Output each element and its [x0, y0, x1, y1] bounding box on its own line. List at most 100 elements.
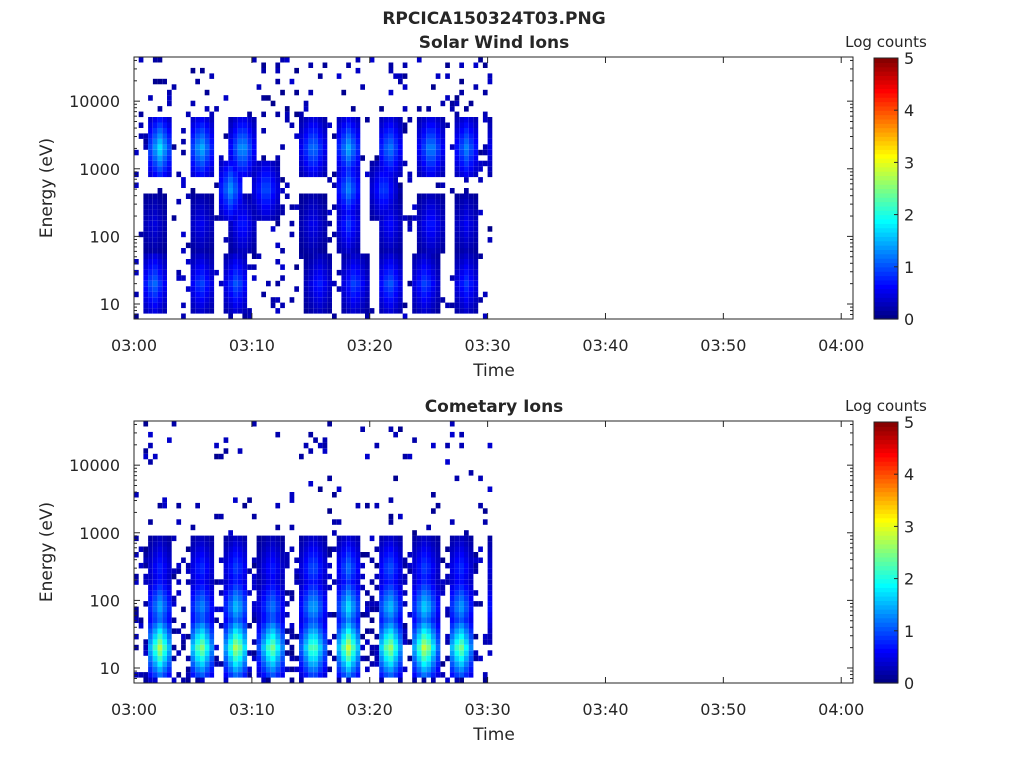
- heatmap-cell: [468, 171, 474, 178]
- heatmap-cell: [355, 286, 361, 292]
- heatmap-cell: [308, 562, 314, 569]
- heatmap-cell: [275, 166, 281, 172]
- heatmap-cell: [327, 237, 332, 243]
- heatmap-cell: [152, 617, 158, 623]
- heatmap-cell: [393, 628, 398, 634]
- heatmap-cell: [355, 623, 361, 629]
- heatmap-cell: [261, 198, 266, 205]
- heatmap-cell: [459, 562, 464, 569]
- heatmap-cell: [237, 133, 243, 139]
- heatmap-cell: [313, 623, 318, 629]
- heatmap-cell: [228, 650, 233, 656]
- heatmap-cell: [487, 601, 493, 607]
- heatmap-cell: [280, 628, 285, 634]
- heatmap-cell: [204, 122, 210, 128]
- heatmap-cell: [157, 291, 163, 298]
- heatmap-cell: [355, 128, 361, 134]
- heatmap-cell: [247, 117, 252, 123]
- heatmap-cell: [303, 535, 309, 542]
- heatmap-cell: [383, 546, 389, 552]
- heatmap-cell: [459, 302, 464, 309]
- colorbar-segment: [874, 101, 898, 107]
- heatmap-cell: [454, 535, 460, 542]
- heatmap-cell: [468, 264, 474, 270]
- heatmap-cell: [148, 546, 153, 552]
- heatmap-cell: [289, 220, 295, 227]
- heatmap-cell: [176, 562, 182, 569]
- heatmap-cell: [341, 89, 347, 96]
- heatmap-cell: [350, 535, 356, 542]
- heatmap-cell: [412, 259, 417, 265]
- heatmap-cell: [393, 617, 398, 623]
- heatmap-cell: [275, 650, 281, 656]
- heatmap-cell: [162, 568, 167, 574]
- heatmap-cell: [468, 535, 474, 542]
- colorbar-segment: [874, 58, 898, 63]
- heatmap-cell: [195, 502, 200, 509]
- colorbar-segment: [874, 561, 898, 567]
- heatmap-cell: [228, 122, 233, 128]
- heatmap-cell: [275, 546, 281, 552]
- heatmap-cell: [266, 617, 271, 623]
- heatmap-cell: [143, 546, 149, 552]
- heatmap-cell: [200, 275, 205, 281]
- heatmap-cell: [223, 601, 229, 607]
- heatmap-cell: [449, 568, 455, 574]
- heatmap-cell: [402, 562, 408, 569]
- heatmap-cell: [327, 639, 332, 645]
- heatmap-cell: [379, 628, 384, 634]
- heatmap-cell: [431, 508, 436, 514]
- heatmap-cell: [242, 297, 248, 303]
- heatmap-cell: [138, 623, 144, 629]
- heatmap-cell: [393, 557, 398, 563]
- heatmap-cell: [167, 122, 172, 128]
- heatmap-cell: [181, 275, 186, 281]
- heatmap-cell: [143, 138, 149, 145]
- heatmap-cell: [261, 535, 266, 542]
- heatmap-cell: [152, 259, 158, 265]
- heatmap-cell: [459, 628, 464, 634]
- heatmap-cell: [218, 623, 224, 629]
- heatmap-cell: [369, 160, 375, 167]
- heatmap-cell: [388, 177, 394, 183]
- heatmap-cell: [398, 535, 403, 542]
- heatmap-cell: [336, 590, 342, 596]
- heatmap-cell: [275, 220, 281, 227]
- heatmap-cell: [360, 155, 365, 161]
- heatmap-cell: [449, 606, 455, 613]
- colorbar-segment: [874, 236, 898, 242]
- heatmap-cell: [398, 209, 403, 216]
- heatmap-cell: [195, 286, 200, 292]
- heatmap-cell: [195, 297, 200, 303]
- heatmap-cell: [247, 111, 252, 118]
- heatmap-cell: [482, 313, 488, 319]
- heatmap-cell: [393, 650, 398, 656]
- heatmap-cell: [317, 595, 323, 602]
- heatmap-cell: [303, 155, 309, 161]
- heatmap-cell: [360, 302, 365, 309]
- heatmap-cell: [426, 144, 431, 150]
- heatmap-cell: [426, 297, 431, 303]
- heatmap-cell: [388, 144, 394, 150]
- colorbar-segment: [874, 275, 898, 281]
- heatmap-cell: [388, 209, 394, 216]
- heatmap-cell: [275, 606, 281, 613]
- heatmap-cell: [251, 242, 257, 249]
- heatmap-cell: [426, 248, 431, 254]
- heatmap-cell: [181, 248, 186, 254]
- heatmap-cell: [275, 612, 281, 618]
- heatmap-cell: [355, 166, 361, 172]
- heatmap-cell: [148, 253, 153, 259]
- axes-solar-wind: 03:00 03:10 03:20 03:30 03:40 03:50 04:0010100…: [69, 56, 864, 355]
- heatmap-cell: [256, 672, 262, 678]
- heatmap-cell: [383, 160, 389, 167]
- heatmap-cell: [280, 562, 285, 569]
- heatmap-cell: [459, 275, 464, 281]
- heatmap-cell: [449, 541, 455, 547]
- heatmap-cell: [303, 584, 309, 591]
- heatmap-cell: [181, 231, 186, 238]
- heatmap-cell: [464, 650, 469, 656]
- heatmap-cell: [454, 204, 460, 210]
- heatmap-cell: [346, 628, 351, 634]
- heatmap-cell: [299, 253, 304, 259]
